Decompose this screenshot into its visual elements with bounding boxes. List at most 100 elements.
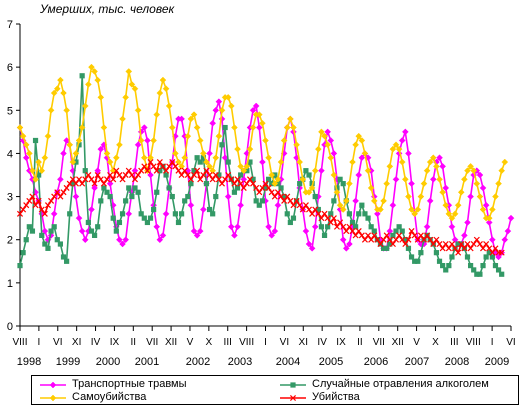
data-point (274, 175, 282, 183)
data-point (147, 159, 154, 166)
data-point (414, 206, 422, 213)
data-point (197, 176, 204, 183)
data-point (398, 158, 406, 166)
data-point (209, 119, 217, 127)
year-label: 2005 (319, 356, 343, 368)
data-point (144, 167, 151, 174)
data-point (442, 201, 450, 209)
data-point (486, 250, 492, 256)
data-point (125, 68, 133, 75)
data-point (393, 228, 399, 234)
data-point (20, 206, 27, 213)
data-point (325, 224, 331, 230)
data-point (200, 155, 206, 161)
data-point (97, 93, 105, 101)
data-point (507, 214, 515, 222)
data-point (362, 211, 368, 217)
year-label: 2009 (485, 356, 509, 368)
data-point (470, 241, 477, 248)
data-point (29, 228, 36, 234)
data-point (365, 232, 372, 239)
data-point (76, 176, 83, 183)
data-point (234, 176, 241, 183)
data-point (365, 215, 371, 221)
data-point (17, 263, 23, 269)
data-point (249, 124, 257, 131)
x-tick-label: I (491, 337, 494, 348)
data-point (480, 245, 487, 252)
data-point (199, 206, 207, 213)
data-point (187, 115, 195, 123)
data-point (380, 245, 387, 251)
data-point (306, 172, 312, 178)
data-point (106, 180, 114, 187)
data-point (228, 176, 235, 183)
data-point (436, 258, 443, 264)
data-point (209, 167, 217, 175)
data-point (439, 188, 446, 196)
data-point (227, 102, 235, 110)
data-point (280, 137, 288, 144)
data-point (436, 241, 443, 248)
data-point (499, 271, 505, 277)
x-tick-label: IX (336, 337, 346, 348)
data-point (135, 171, 142, 179)
data-point (97, 145, 105, 153)
data-point (159, 163, 166, 170)
data-point (312, 193, 318, 200)
data-point (495, 253, 502, 261)
data-point (234, 185, 241, 191)
data-point (374, 210, 381, 218)
data-point (296, 158, 304, 166)
data-point (97, 176, 104, 183)
data-point (433, 163, 440, 170)
data-point (66, 141, 74, 149)
x-tick-label: X (206, 337, 213, 348)
data-point (104, 189, 110, 195)
data-point (79, 73, 85, 79)
data-point (427, 236, 434, 243)
year-label: 1999 (56, 356, 80, 368)
x-tick-label: IX (110, 337, 120, 348)
data-point (309, 210, 316, 217)
data-point (455, 241, 461, 247)
data-point (405, 236, 412, 243)
data-point (249, 106, 257, 114)
data-point (16, 124, 24, 131)
data-point (119, 115, 126, 123)
data-point (492, 245, 499, 252)
data-point (442, 184, 450, 192)
data-point (41, 210, 48, 217)
data-point (380, 197, 387, 205)
data-point (137, 137, 145, 144)
data-point (346, 223, 353, 230)
data-point (44, 202, 51, 209)
data-point (41, 227, 49, 235)
data-point (237, 163, 244, 170)
data-point (212, 106, 220, 114)
data-point (346, 180, 353, 187)
data-point (297, 181, 303, 187)
data-point (196, 227, 204, 235)
data-point (16, 210, 24, 217)
data-point (305, 240, 313, 248)
data-point (492, 193, 499, 200)
data-point (436, 154, 443, 162)
data-point (181, 154, 189, 162)
x-tick-label: X (432, 337, 439, 348)
data-point (23, 237, 29, 243)
data-point (85, 171, 92, 179)
data-point (399, 228, 405, 234)
data-point (359, 202, 365, 208)
legend-marker-suicide (40, 394, 66, 402)
data-point (271, 193, 278, 200)
data-point (238, 172, 244, 178)
data-point (321, 232, 328, 238)
data-point (395, 145, 403, 153)
data-point (48, 228, 54, 234)
legend-label-suicide: Самоубийства (72, 391, 147, 403)
data-point (231, 232, 238, 239)
data-point (377, 241, 384, 248)
data-point (396, 232, 403, 239)
x-tick-label: VIII (12, 337, 27, 348)
